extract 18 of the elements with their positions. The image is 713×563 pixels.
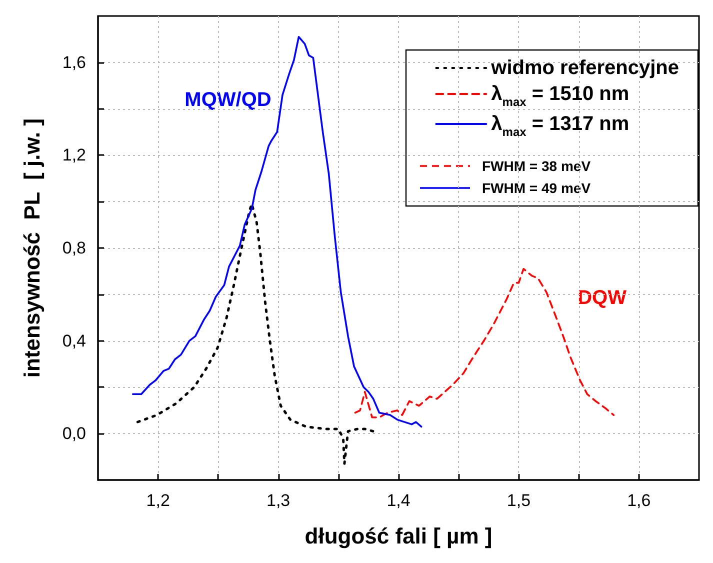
y-tick-label: 1,2 — [62, 146, 86, 165]
x-tick-label: 1,6 — [627, 491, 651, 510]
x-tick-label: 1,4 — [386, 491, 410, 510]
x-tick-label: 1,5 — [506, 491, 531, 510]
line-series — [136, 202, 375, 466]
x-tick-label: 1,3 — [266, 491, 290, 510]
y-tick-label: 0,4 — [62, 331, 86, 350]
annotation: MQW/QD — [184, 89, 272, 111]
line-series — [132, 36, 422, 428]
x-axis-title: długość fali [ µm ] — [304, 524, 492, 548]
legend-label: widmo referencyjne — [490, 57, 679, 79]
y-tick-label: 0,8 — [62, 238, 86, 258]
x-tick-label: 1,2 — [146, 491, 170, 510]
y-axis-title: intensywność PL [ j.w. ] — [20, 118, 44, 378]
y-tick-label: 1,6 — [62, 52, 86, 72]
annotation: FWHM = 38 meV — [482, 158, 592, 174]
y-tick-label: 0,0 — [62, 424, 86, 444]
annotation: FWHM = 49 meV — [482, 180, 592, 196]
